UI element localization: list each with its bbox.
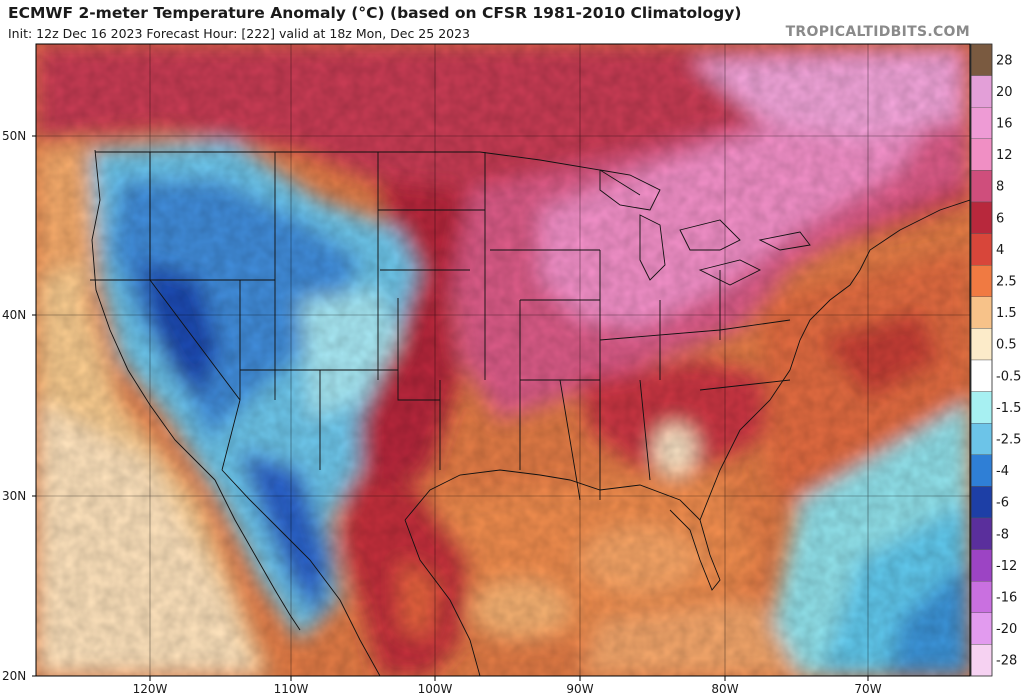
longitude-labels: 120W 110W 100W 90W 80W 70W bbox=[133, 682, 882, 696]
lon-label: 90W bbox=[566, 682, 593, 696]
colorbar-label: -1.5 bbox=[996, 401, 1021, 416]
colorbar-swatch bbox=[970, 328, 993, 361]
brand-watermark: TROPICALTIDBITS.COM bbox=[785, 24, 970, 40]
colorbar-swatch bbox=[970, 359, 993, 392]
anomaly-field bbox=[36, 44, 970, 676]
tick-marks bbox=[32, 135, 869, 681]
colorbar-swatch bbox=[970, 454, 993, 487]
colorbar-label: 8 bbox=[996, 180, 1004, 195]
lat-label: 40N bbox=[2, 308, 26, 322]
colorbar-label: 4 bbox=[996, 243, 1004, 258]
colorbar-label: -4 bbox=[996, 464, 1009, 479]
colorbar-label: -28 bbox=[996, 654, 1017, 669]
colorbar-label: 20 bbox=[996, 85, 1013, 100]
colorbar-swatch bbox=[970, 486, 993, 519]
colorbar-swatch bbox=[970, 106, 993, 139]
colorbar-swatch bbox=[970, 549, 993, 582]
colorbar-label: -6 bbox=[996, 496, 1009, 511]
colorbar-label: 1.5 bbox=[996, 306, 1017, 321]
lon-label: 100W bbox=[418, 682, 453, 696]
colorbar-label: -20 bbox=[996, 622, 1017, 637]
colorbar-swatch bbox=[970, 43, 993, 76]
colorbar-label: 12 bbox=[996, 148, 1013, 163]
lon-label: 110W bbox=[274, 682, 309, 696]
lon-label: 80W bbox=[711, 682, 738, 696]
colorbar-label: 0.5 bbox=[996, 338, 1017, 353]
map-title: ECMWF 2-meter Temperature Anomaly (°C) (… bbox=[8, 4, 742, 22]
colorbar-swatch bbox=[970, 265, 993, 298]
graticule bbox=[36, 44, 970, 676]
map-subtitle: Init: 12z Dec 16 2023 Forecast Hour: [22… bbox=[8, 26, 470, 41]
lat-label: 30N bbox=[2, 489, 26, 503]
colorbar-label: 16 bbox=[996, 117, 1013, 132]
colorbar-label: -16 bbox=[996, 591, 1017, 606]
colorbar-label: -0.5 bbox=[996, 369, 1021, 384]
colorbar-label: -8 bbox=[996, 527, 1009, 542]
header: ECMWF 2-meter Temperature Anomaly (°C) (… bbox=[0, 0, 1024, 44]
lon-label: 70W bbox=[854, 682, 881, 696]
colorbar-swatch bbox=[970, 517, 993, 550]
colorbar-swatch bbox=[970, 581, 993, 614]
colorbar-label: -12 bbox=[996, 559, 1017, 574]
colorbar-swatch bbox=[970, 170, 993, 203]
colorbar-label: 28 bbox=[996, 53, 1013, 68]
colorbar-label: 2.5 bbox=[996, 275, 1017, 290]
colorbar-frame bbox=[970, 43, 993, 677]
colorbar-swatch bbox=[970, 201, 993, 234]
colorbar-swatch bbox=[970, 233, 993, 266]
map-frame bbox=[35, 43, 971, 677]
colorbar-swatch bbox=[970, 423, 993, 456]
colorbar-label: -2.5 bbox=[996, 433, 1021, 448]
colorbar-swatch bbox=[970, 612, 993, 645]
lon-label: 120W bbox=[133, 682, 168, 696]
latitude-labels: 50N 40N 30N 20N bbox=[2, 129, 26, 683]
colorbar-swatch bbox=[970, 644, 993, 677]
colorbar-swatch bbox=[970, 391, 993, 424]
colorbar-swatch bbox=[970, 75, 993, 108]
lat-label: 50N bbox=[2, 129, 26, 143]
boundaries bbox=[90, 149, 970, 676]
colorbar-swatch bbox=[970, 296, 993, 329]
colorbar: 28 20 16 12 8 6 4 2.5 1.5 0.5 -0.5 -1.5 -2.5 -4 -6 -8 -1… bbox=[970, 43, 1021, 677]
lat-label: 20N bbox=[2, 669, 26, 683]
colorbar-swatch bbox=[970, 138, 993, 171]
colorbar-label: 6 bbox=[996, 211, 1004, 226]
